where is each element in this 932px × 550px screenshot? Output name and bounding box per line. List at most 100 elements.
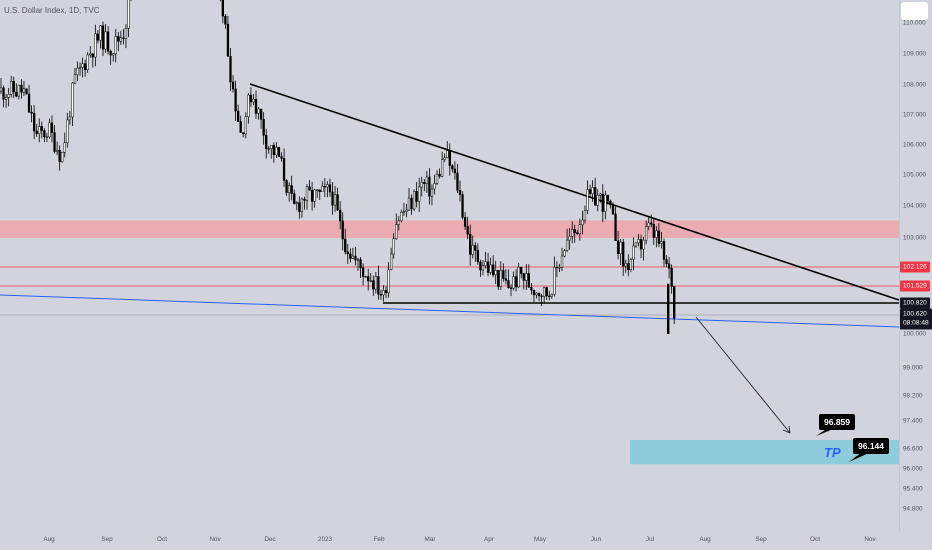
candle-body [418, 186, 421, 202]
candle-body [545, 287, 548, 297]
candle-body [277, 147, 281, 157]
price-tick: 108.000 [903, 81, 927, 89]
candle-body [91, 53, 94, 58]
candle-body [601, 193, 604, 212]
candle-body [484, 261, 487, 266]
candle-body [428, 176, 431, 197]
candle-body [346, 251, 349, 255]
candle-body [632, 245, 635, 260]
price-tick: 103.000 [903, 234, 927, 242]
candle-body [272, 145, 276, 156]
candle-body [372, 280, 375, 290]
time-tick: Oct [810, 536, 820, 543]
top-right-button[interactable] [901, 2, 928, 20]
candle-body [433, 183, 436, 190]
candle-body [318, 189, 321, 192]
candle-body [119, 37, 122, 42]
candle-body [2, 87, 5, 100]
candle-body [604, 194, 607, 212]
candle-body [63, 142, 66, 153]
candle-body [71, 82, 74, 118]
candle-body [627, 263, 630, 270]
price-label: 102.126 [900, 261, 930, 273]
candle-body [321, 186, 324, 192]
candle-body [494, 270, 497, 276]
candle-body [259, 108, 263, 120]
time-tick: Sep [755, 536, 767, 543]
price-label: 100.620 08:08:48 [900, 308, 932, 330]
target-lower-callout: 96.144 [853, 438, 889, 454]
price-tick: 110.000 [903, 19, 926, 27]
candle-body [20, 84, 23, 93]
candle-body [571, 229, 574, 237]
candle-body [489, 264, 492, 273]
candle-body [407, 197, 411, 211]
time-tick: Jul [645, 536, 655, 543]
time-tick: Feb [373, 536, 385, 543]
candle-body [647, 222, 650, 227]
candle-body [502, 270, 505, 279]
candle-body [616, 240, 620, 254]
candle-body [354, 255, 357, 261]
candle-body [537, 292, 541, 297]
price-tick: 95.400 [903, 485, 923, 493]
candle-body [558, 267, 561, 269]
candle-body [525, 273, 528, 281]
tp-label: TP [824, 445, 841, 460]
candle-body [239, 121, 242, 133]
candle-body [492, 264, 495, 276]
candle-body [471, 245, 474, 255]
candle-body [657, 230, 661, 244]
candle-body [522, 273, 525, 281]
candle-body [474, 245, 477, 251]
candle-body [308, 186, 311, 191]
candle-body [247, 94, 250, 118]
candle-body [275, 147, 278, 156]
candle-body [586, 189, 589, 211]
candle-body [532, 289, 536, 296]
candle-body [290, 185, 293, 194]
candle-body [555, 266, 559, 269]
candle-body [652, 224, 655, 238]
candle-body [17, 84, 21, 97]
candle-body [298, 202, 301, 212]
candle-body [364, 276, 367, 278]
candle-body [520, 266, 523, 274]
candle-body [645, 226, 648, 241]
candle-body [588, 189, 592, 194]
candle-body [316, 189, 319, 191]
candle-body [310, 189, 314, 202]
candle-body [224, 15, 227, 25]
candle-body [486, 261, 490, 273]
candle-body [637, 239, 640, 244]
candle-body [412, 191, 416, 210]
candle-body [323, 186, 327, 188]
candle-body [305, 186, 309, 201]
candle-body [660, 241, 663, 244]
candle-body [606, 194, 610, 202]
candle-body [40, 126, 43, 131]
candle-body [300, 198, 304, 212]
candle-body [267, 148, 270, 150]
candle-body [438, 173, 441, 177]
candle-body [328, 184, 332, 193]
candle-body [410, 197, 413, 210]
candle-body [402, 211, 406, 213]
candle-body [662, 241, 666, 260]
price-tick: 98.200 [903, 392, 923, 400]
candle-body [351, 255, 355, 259]
candle-body [86, 54, 89, 71]
candle-body [244, 116, 247, 135]
candle-body [344, 238, 347, 253]
candle-body [565, 239, 569, 251]
candle-body [50, 122, 54, 133]
candle-body [540, 295, 543, 297]
candle-body [369, 280, 372, 282]
candle-body [25, 88, 28, 95]
candle-body [104, 31, 107, 50]
candle-body [76, 67, 79, 76]
candle-body [0, 87, 3, 92]
candle-body [530, 287, 533, 291]
